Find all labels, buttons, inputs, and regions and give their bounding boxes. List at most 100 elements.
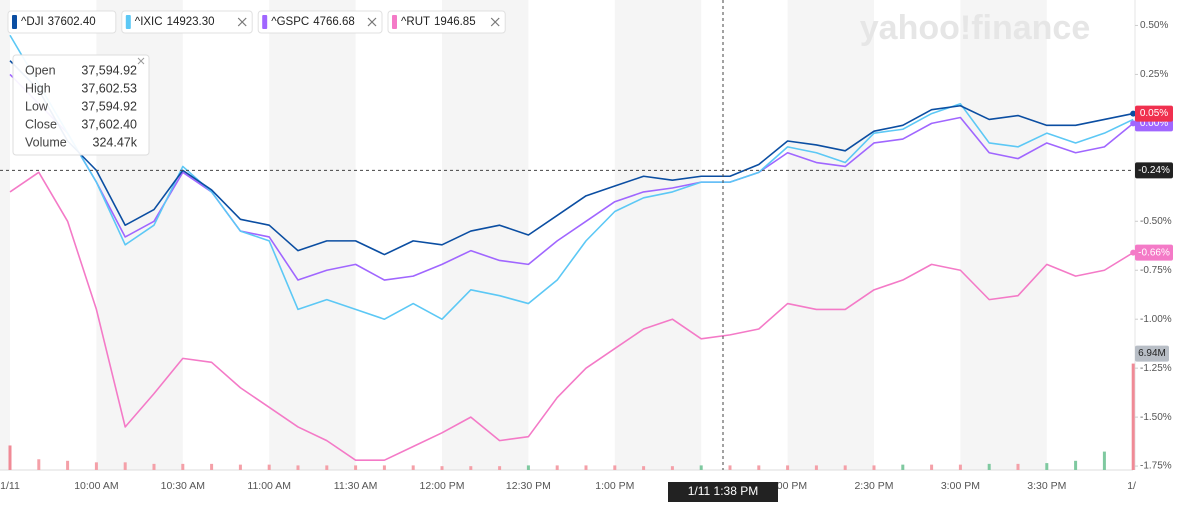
y-tick-label: -1.75% [1140, 461, 1172, 472]
legend-swatch [12, 15, 17, 29]
volume-bar [498, 466, 502, 470]
tooltip-key: Close [25, 117, 57, 131]
end-badge-label: 0.00% [1140, 118, 1168, 129]
tooltip-close[interactable] [137, 57, 145, 65]
volume-bar [1045, 463, 1049, 470]
legend-swatch [125, 15, 131, 29]
time-band [0, 0, 10, 470]
volume-bar [296, 465, 300, 470]
volume-bar [37, 459, 41, 470]
close-stroke [137, 57, 145, 65]
volume-bar [987, 463, 991, 470]
volume-badge-label: 6.94M [1138, 348, 1166, 359]
volume-bar [584, 465, 588, 470]
legend-box [121, 10, 253, 34]
volume-bar [757, 465, 761, 470]
volume-bar [382, 465, 386, 470]
end-dot [1130, 110, 1137, 117]
legend-chip[interactable]: ^IXIC 14923.30 [121, 10, 253, 34]
tooltip-box [12, 54, 150, 156]
legend-name: ^IXIC [135, 16, 163, 28]
x-tick-label: 12:00 PM [420, 480, 465, 492]
volume-bar [181, 463, 185, 470]
volume-bar [123, 462, 127, 470]
legend-name: ^DJI [21, 16, 44, 28]
end-badge-label: -0.66% [1138, 247, 1170, 258]
tooltip-key: Open [25, 63, 56, 77]
legend-swatch [262, 15, 268, 29]
volume-bar [613, 465, 617, 470]
tooltip-key: Volume [25, 135, 67, 149]
legend-chip[interactable]: ^GSPC 4766.68 [257, 10, 383, 34]
volume-bar [555, 465, 559, 470]
crosshair-y-label: -0.24% [1138, 165, 1170, 176]
series-line [9, 34, 1134, 321]
crosshair-x-label: 1/11 1:38 PM [688, 484, 759, 498]
y-tick-label: -1.00% [1140, 314, 1172, 325]
time-band [960, 0, 1047, 470]
y-tick-label: 0.50% [1140, 20, 1168, 31]
legend-price: 37602.40 [48, 16, 96, 28]
series-line [9, 171, 1134, 462]
close-stroke [490, 17, 500, 27]
tooltip: Open 37,594.92 High 37,602.53 Low 37,594.92 Cl… [12, 54, 150, 156]
y-tick-label: -0.50% [1140, 216, 1172, 227]
volume-bar [469, 466, 473, 470]
volume-bar [1131, 363, 1135, 470]
volume-bar [728, 465, 732, 470]
volume-bar [210, 463, 214, 470]
x-tick-label: 10:00 AM [74, 480, 118, 492]
legend-box [7, 10, 117, 34]
tooltip-value: 37,594.92 [81, 63, 137, 77]
y-tick-label: -0.75% [1140, 265, 1172, 276]
tooltip-value: 37,602.40 [81, 117, 137, 131]
legend-close[interactable] [367, 17, 377, 27]
x-tick-label: 1/11 [0, 480, 20, 492]
legend-close[interactable] [237, 17, 247, 27]
volume-bar [94, 462, 98, 470]
crosshair-y-box [1135, 162, 1173, 179]
end-dot [1130, 249, 1137, 256]
legend-close[interactable] [490, 17, 500, 27]
close-stroke [367, 17, 377, 27]
volume-bar [699, 465, 703, 470]
volume-bar [814, 465, 818, 470]
volume-bar [1016, 463, 1020, 470]
y-tick-label: -1.25% [1140, 363, 1172, 374]
time-band [442, 0, 529, 470]
tooltip-key: High [25, 81, 51, 95]
volume-bar [1102, 451, 1106, 470]
y-tick-label: -1.50% [1140, 412, 1172, 423]
time-band [787, 0, 874, 470]
tooltip-key: Low [25, 99, 49, 113]
volume-bar [901, 464, 905, 470]
legend-chip[interactable]: ^DJI 37602.40 [7, 10, 117, 34]
x-tick-label: 1/ [1127, 480, 1136, 492]
y-tick-label: 0.25% [1140, 69, 1168, 80]
legend-price: 14923.30 [167, 16, 215, 28]
volume-bar [267, 464, 271, 470]
tooltip-value: 37,594.92 [81, 99, 137, 113]
legend-chip[interactable]: ^RUT 1946.85 [387, 10, 506, 34]
end-dot [1130, 120, 1137, 127]
time-band [269, 0, 356, 470]
volume-bar [66, 460, 70, 470]
volume-bar [670, 466, 674, 470]
volume-bar [440, 466, 444, 470]
x-tick-label: 10:30 AM [161, 480, 205, 492]
end-badge [1135, 105, 1173, 122]
background [0, 0, 1047, 470]
volume-bar [238, 464, 242, 470]
legend-label: ^IXIC 14923.30 [135, 16, 215, 28]
time-band [614, 0, 702, 470]
volume-bar [325, 465, 329, 470]
series-line [9, 60, 1134, 256]
volume-badge [1135, 345, 1169, 362]
end-badge [1135, 244, 1173, 261]
legend-box [257, 10, 383, 34]
legend-label: ^GSPC 4766.68 [271, 16, 355, 28]
volume-bar [354, 465, 358, 470]
volume-bar [843, 465, 847, 470]
volume-bar [8, 445, 12, 470]
